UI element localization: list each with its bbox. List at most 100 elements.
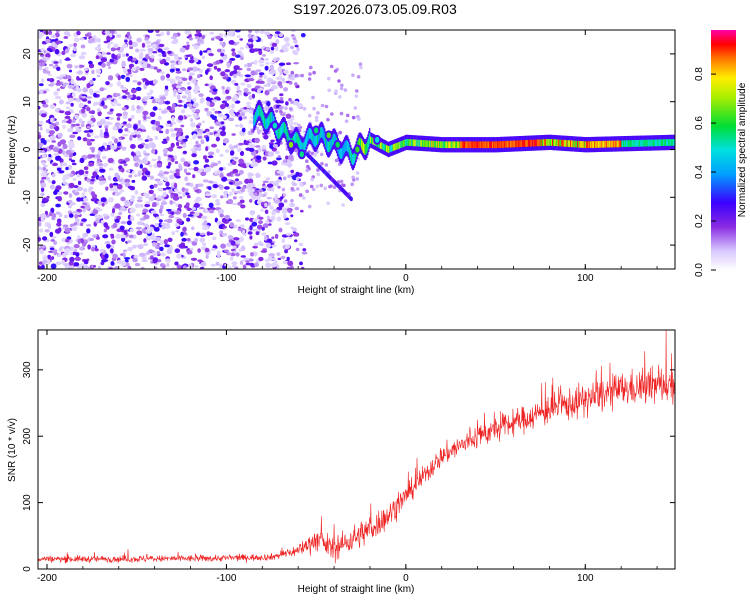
spectrogram-cell [175,68,180,72]
spectrogram-cell [519,140,521,147]
spectrogram-cell [156,162,163,168]
x-tick-label: -100 [216,273,236,284]
spectrogram-cell [229,256,234,261]
spectrogram-cell [624,140,626,147]
spectrogram-cell [40,203,46,208]
spectrogram-cell [169,200,173,205]
spectrogram-cell [392,144,394,152]
spectrogram-cell [49,135,56,141]
spectrogram-cell [270,262,277,268]
spectrogram-cell [253,48,260,52]
spectrogram-cell [529,139,531,147]
spectrogram-cell [640,139,643,147]
spectrogram-cell [42,104,49,108]
spectrogram-cell [214,110,219,114]
spectrogram-cell [122,252,126,258]
spectrogram-cell [286,129,288,140]
spectrogram-cell [231,202,238,206]
spectrogram-cell [102,142,108,147]
spectrogram-cell [312,133,314,145]
spectrogram-cell [178,243,186,249]
spectrogram-cell [211,143,217,148]
spectrogram-cell [234,190,241,194]
spectrogram-cell [68,265,74,269]
spectrogram-cell [77,186,84,191]
spectrogram-cell [201,120,206,124]
spectrogram-cell [265,47,270,51]
spectrogram-cell [55,38,59,42]
spectrogram-cell [271,244,277,248]
spectrogram-cell [100,197,107,203]
spectrogram-cell [129,199,135,202]
spectrogram-cell [144,139,149,142]
spectrogram-cell [163,152,168,157]
spectrogram-cell [215,60,221,65]
spectrogram-cell [171,116,175,122]
spectrogram-cell [521,140,523,147]
spectrogram-cell [170,78,176,85]
spectrogram-cell [107,175,112,181]
spectrogram-cell [496,141,498,148]
spectrogram-cell [225,89,230,94]
spectrogram-cell [279,127,281,139]
spectrogram-cell [78,118,83,124]
spectrogram-cell [43,140,47,145]
spectrogram-cell [278,202,285,208]
spectrogram-cell [343,144,345,156]
spectrogram-cell [241,127,246,133]
spectrogram-cell [125,53,129,57]
spectrogram-cell [105,81,110,86]
spectrogram-cell [394,143,396,151]
spectrogram-cell [121,237,126,242]
spectrogram-cell [205,193,211,197]
spectrogram-cell [80,76,87,81]
spectrogram-cell [186,82,191,85]
spectrogram-cell [525,140,527,147]
spectrogram-cell [204,166,212,172]
spectrogram-cell [262,156,267,161]
spectrogram-cell [447,141,449,149]
spectrogram-cell [614,140,617,148]
spectrogram-cell [552,139,554,146]
spectrogram-cell [140,60,146,64]
spectrogram-cell [141,98,146,102]
spectrogram-cell [186,44,190,48]
spectrogram-cell [553,139,556,146]
spectrogram-cell [59,74,67,77]
spectrogram-cell [584,141,586,148]
spectrogram-cell [258,242,264,247]
spectrogram-cell [63,31,70,36]
spectrogram-cell [40,182,47,188]
spectrogram-cell [164,100,171,105]
spectrogram-cell [46,195,50,199]
spectrogram-cell [504,141,506,148]
spectrogram-cell [290,214,294,218]
spectrogram-cell [372,138,374,145]
spectrogram-cell [296,132,298,143]
spectrogram-cell [588,141,590,148]
spectrogram-cell [251,195,257,200]
spectrogram-cell [131,132,137,136]
spectrogram-cell [192,174,196,179]
spectrogram-cell [152,106,158,111]
spectrogram-cell [234,30,241,33]
spectrogram-cell [101,62,106,68]
spectrogram-cell [156,242,161,246]
spectrogram-cell [155,126,162,132]
spectrogram-cell [235,41,240,45]
spectrogram-cell [68,213,74,218]
spectrogram-cell [599,141,601,148]
spectrogram-cell [219,230,224,235]
spectrogram-cell [186,195,191,199]
spectrogram-cell [185,114,192,118]
spectrogram-cell [68,261,74,266]
spectrogram-cell [190,122,196,128]
spectrogram-cell [141,175,148,181]
spectrogram-cell [631,140,634,147]
spectrogram-cell [662,139,664,146]
spectrogram-cell [64,48,69,54]
colorbar-gradient [711,30,736,270]
spectrogram-cell [237,91,243,96]
spectrogram-cell [295,247,300,252]
spectrogram-cell [159,96,167,100]
